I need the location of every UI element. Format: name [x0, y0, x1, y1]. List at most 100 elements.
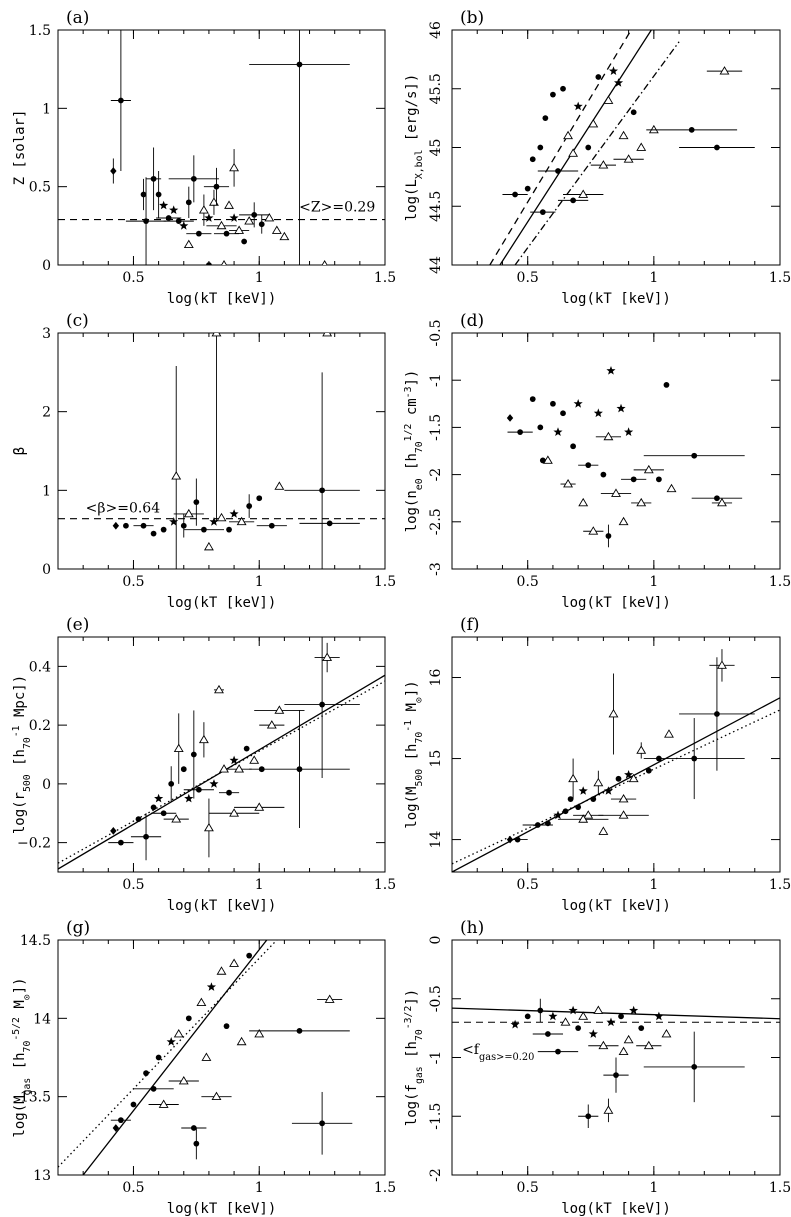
data-point — [110, 1117, 131, 1124]
y-tick-label: 3 — [42, 326, 51, 342]
y-tick-label: 13.5 — [20, 1090, 51, 1106]
panel-label: (c) — [66, 311, 89, 331]
data-point — [201, 1091, 232, 1101]
data-point — [259, 720, 285, 729]
panel-label: (g) — [66, 918, 90, 938]
marker-triangle — [173, 743, 184, 752]
marker-triangle — [588, 118, 599, 128]
marker-star — [568, 1005, 578, 1015]
marker-circle — [714, 711, 720, 717]
marker-circle — [195, 786, 202, 793]
data-point — [169, 205, 179, 214]
marker-star — [169, 517, 179, 526]
marker-triangle — [578, 497, 589, 507]
marker-circle — [630, 109, 637, 116]
data-point — [661, 1028, 672, 1038]
data-point — [256, 495, 263, 502]
data-point — [539, 457, 546, 464]
marker-circle — [529, 156, 536, 163]
marker-star — [229, 755, 239, 765]
marker-star — [593, 408, 603, 418]
panel-f: 0.5 1 1.5 14 15 16 log(kT [keV]) log(M500 [h70-… — [403, 615, 791, 914]
marker-diamond — [110, 827, 117, 835]
data-point — [206, 982, 216, 991]
data-point — [562, 808, 569, 815]
marker-circle — [663, 382, 670, 388]
marker-circle — [296, 1027, 303, 1034]
data-point — [532, 1031, 564, 1037]
x-tick-label: 1.5 — [769, 270, 791, 286]
data-point — [241, 238, 248, 245]
data-point — [656, 476, 662, 483]
marker-star — [209, 779, 219, 788]
marker-circle — [585, 144, 592, 151]
data-point — [590, 160, 616, 169]
marker-circle — [155, 191, 162, 198]
marker-triangle — [661, 1028, 672, 1038]
y-tick-label: 44 — [428, 256, 444, 274]
data-point — [198, 722, 209, 758]
data-point — [575, 804, 582, 811]
marker-star — [578, 786, 588, 795]
marker-triangle — [216, 220, 227, 230]
marker-triangle — [324, 994, 335, 1003]
marker-triangle — [636, 142, 647, 151]
data-point — [321, 259, 328, 265]
data-point — [544, 820, 551, 827]
data-point — [691, 495, 743, 502]
data-point — [615, 775, 622, 782]
panel-g: 0.5 1 1.5 13 13.5 14 14.5 log(kT [keV]) log(Mgas… — [11, 918, 397, 1217]
marker-star — [624, 770, 634, 779]
marker-triangle — [588, 526, 599, 535]
fit-line — [499, 30, 652, 265]
data-point — [550, 91, 556, 98]
marker-triangle — [196, 997, 207, 1007]
fit-line — [514, 41, 680, 265]
data-point — [614, 78, 624, 87]
data-point — [560, 1017, 571, 1026]
data-point — [213, 684, 225, 694]
y-axis-label: log(Mgas [h70-5/2 M⊙]) — [11, 977, 33, 1137]
marker-triangle — [214, 684, 224, 694]
data-point — [524, 1013, 531, 1020]
marker-circle — [544, 820, 551, 827]
marker-circle — [246, 503, 253, 509]
marker-triangle — [183, 239, 194, 248]
x-tick-label: 0.5 — [517, 270, 539, 286]
data-point — [148, 1099, 179, 1108]
data-point — [183, 526, 225, 533]
marker-star — [588, 1029, 598, 1038]
marker-circle — [140, 522, 147, 529]
data-point — [112, 521, 120, 530]
marker-circle — [180, 766, 187, 773]
marker-circle — [213, 183, 220, 190]
panel-e: 0.5 1 1.5 −0.2 0 0.2 0.4 log(kT [keV]) log(r500 … — [11, 615, 397, 914]
marker-triangle — [178, 1075, 189, 1085]
data-point — [166, 1037, 176, 1046]
data-point — [284, 637, 360, 778]
marker-triangle — [598, 160, 609, 169]
marker-triangle — [598, 1040, 609, 1050]
marker-circle — [534, 822, 541, 828]
y-axis-label: Z [solar] — [12, 110, 28, 186]
data-point — [209, 779, 219, 788]
data-point — [234, 802, 285, 811]
data-point — [645, 767, 652, 774]
data-point — [664, 729, 674, 738]
marker-circle — [514, 836, 521, 843]
marker-triangle — [236, 1036, 247, 1046]
data-point — [249, 710, 350, 828]
y-tick-label: 14 — [33, 1011, 51, 1027]
marker-circle — [118, 839, 124, 846]
data-point — [291, 1091, 353, 1155]
data-point — [506, 414, 514, 422]
data-point — [593, 1005, 604, 1014]
data-point — [299, 520, 360, 527]
data-point — [524, 185, 531, 192]
x-tick-label: 1.5 — [374, 877, 396, 893]
x-tick-label: 0.5 — [122, 270, 144, 286]
marker-circle — [168, 780, 175, 787]
data-point — [130, 813, 162, 861]
data-point — [244, 216, 255, 225]
marker-circle — [201, 526, 207, 533]
